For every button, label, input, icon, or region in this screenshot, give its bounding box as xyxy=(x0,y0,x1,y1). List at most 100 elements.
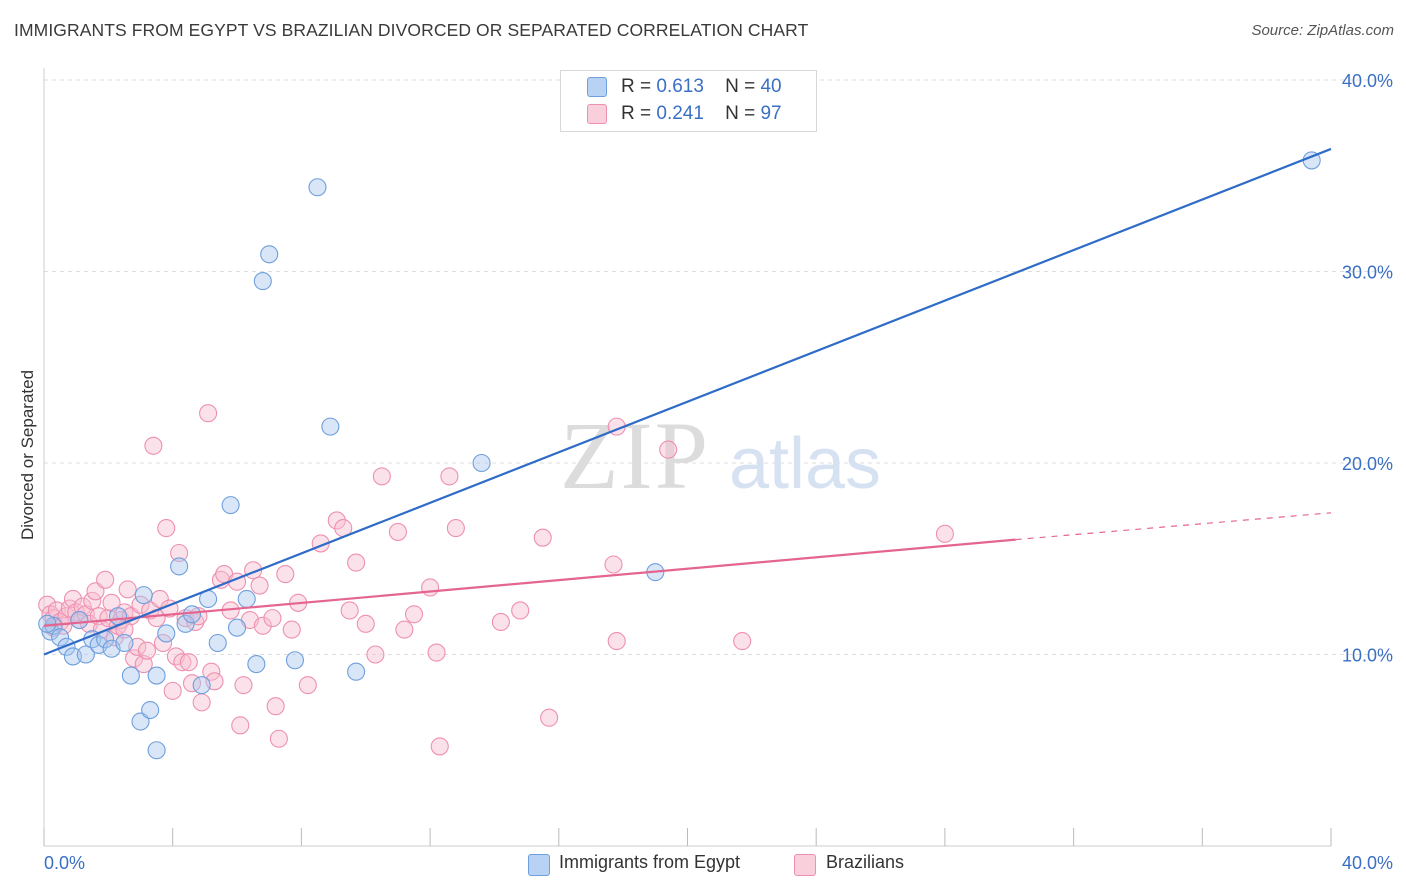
bottom-legend-label-brazilians: Brazilians xyxy=(826,852,905,872)
point-brazilians xyxy=(173,653,192,672)
point-brazilians xyxy=(604,555,623,574)
point-immigrants-from-egypt xyxy=(253,272,272,291)
point-brazilians xyxy=(298,676,317,695)
trend-line-immigrants-from-egypt xyxy=(43,147,1332,656)
point-brazilians xyxy=(231,716,250,735)
point-brazilians xyxy=(327,511,346,530)
point-brazilians xyxy=(372,467,391,486)
point-brazilians xyxy=(511,601,530,620)
watermark: ZIP atlas xyxy=(560,402,881,509)
point-brazilians xyxy=(63,589,83,609)
point-immigrants-from-egypt xyxy=(308,178,327,197)
point-immigrants-from-egypt xyxy=(147,741,166,760)
grid xyxy=(44,79,1392,655)
tick-labels: 10.0% 20.0% 30.0% 40.0% 0.0% 40.0% xyxy=(44,71,1393,873)
y-tick-label: 10.0% xyxy=(1342,646,1393,666)
point-immigrants-from-egypt xyxy=(221,496,240,515)
y-tick-label: 20.0% xyxy=(1342,454,1393,474)
point-brazilians xyxy=(607,632,626,651)
legend-swatch-pink xyxy=(587,104,607,124)
x-tick-label: 40.0% xyxy=(1342,853,1393,873)
legend-r-value: 0.241 xyxy=(656,103,704,124)
point-brazilians xyxy=(491,612,510,631)
point-immigrants-from-egypt xyxy=(147,666,166,685)
legend-text-egypt: R = 0.613 N = 40 xyxy=(621,76,782,98)
point-immigrants-from-egypt xyxy=(182,605,202,624)
point-brazilians xyxy=(153,633,173,653)
point-brazilians xyxy=(137,641,157,660)
legend-n-label: N = xyxy=(725,76,756,97)
point-brazilians xyxy=(404,605,424,624)
legend-n-label: N = xyxy=(725,103,756,124)
point-immigrants-from-egypt xyxy=(285,651,305,670)
watermark-zip: ZIP xyxy=(560,402,710,509)
trend-line-brazilians xyxy=(43,538,1016,627)
point-immigrants-from-egypt xyxy=(237,589,256,609)
point-brazilians xyxy=(199,404,218,423)
point-brazilians xyxy=(131,595,150,614)
point-brazilians xyxy=(234,676,253,695)
point-immigrants-from-egypt xyxy=(260,245,279,264)
point-brazilians xyxy=(388,522,407,541)
point-brazilians xyxy=(366,645,385,664)
trend-lines xyxy=(43,147,1332,656)
legend-r-label: R = xyxy=(621,103,652,124)
point-brazilians xyxy=(282,620,301,639)
point-brazilians xyxy=(733,632,752,651)
point-immigrants-from-egypt xyxy=(57,637,76,656)
legend-n-value: 40 xyxy=(760,76,782,97)
bottom-legend-swatch-pink xyxy=(794,854,816,876)
legend-text-brazilians: R = 0.241 N = 97 xyxy=(621,103,782,125)
point-brazilians xyxy=(340,601,359,620)
point-immigrants-from-egypt xyxy=(192,676,211,695)
point-brazilians xyxy=(421,578,440,597)
bottom-legend-swatch-blue xyxy=(528,854,550,876)
point-brazilians xyxy=(263,609,282,628)
point-brazilians xyxy=(935,524,954,543)
point-brazilians xyxy=(440,467,459,486)
point-brazilians xyxy=(659,440,678,459)
point-immigrants-from-egypt xyxy=(157,624,176,643)
legend-swatch-blue xyxy=(587,77,607,97)
y-tick-label: 30.0% xyxy=(1342,263,1393,283)
point-brazilians xyxy=(134,655,153,674)
point-brazilians xyxy=(266,697,285,716)
source-label: Source: ZipAtlas.com xyxy=(1251,22,1394,39)
point-immigrants-from-egypt xyxy=(247,655,266,674)
point-brazilians xyxy=(276,565,295,584)
point-immigrants-from-egypt xyxy=(321,417,340,436)
point-immigrants-from-egypt xyxy=(121,666,140,685)
point-brazilians xyxy=(356,614,375,633)
point-brazilians xyxy=(202,662,221,681)
legend-r-label: R = xyxy=(621,76,652,97)
axes xyxy=(43,68,1332,847)
point-brazilians xyxy=(157,519,176,538)
point-immigrants-from-egypt xyxy=(472,453,491,473)
point-brazilians xyxy=(163,681,182,700)
point-brazilians xyxy=(144,436,163,455)
point-brazilians xyxy=(192,693,211,712)
point-brazilians xyxy=(96,570,115,589)
legend-r-value: 0.613 xyxy=(656,76,704,97)
point-brazilians xyxy=(170,543,189,563)
point-immigrants-from-egypt xyxy=(170,557,189,576)
correlation-legend: R = 0.613 N = 40 R = 0.241 N = 97 xyxy=(560,70,817,132)
series-brazilians xyxy=(38,404,954,756)
y-tick-label: 40.0% xyxy=(1342,71,1393,91)
point-brazilians xyxy=(179,653,198,672)
watermark-atlas: atlas xyxy=(729,424,881,504)
legend-n-value: 97 xyxy=(760,103,782,124)
point-brazilians xyxy=(347,553,366,572)
point-immigrants-from-egypt xyxy=(115,633,134,653)
bottom-legend-label-egypt: Immigrants from Egypt xyxy=(559,852,741,872)
point-immigrants-from-egypt xyxy=(141,700,160,720)
point-immigrants-from-egypt xyxy=(134,586,153,605)
point-brazilians xyxy=(427,643,446,662)
chart-title: IMMIGRANTS FROM EGYPT VS BRAZILIAN DIVOR… xyxy=(14,20,809,40)
point-brazilians xyxy=(446,519,465,538)
point-brazilians xyxy=(540,708,559,727)
point-brazilians xyxy=(118,580,137,599)
point-immigrants-from-egypt xyxy=(70,610,89,630)
point-immigrants-from-egypt xyxy=(51,628,70,647)
